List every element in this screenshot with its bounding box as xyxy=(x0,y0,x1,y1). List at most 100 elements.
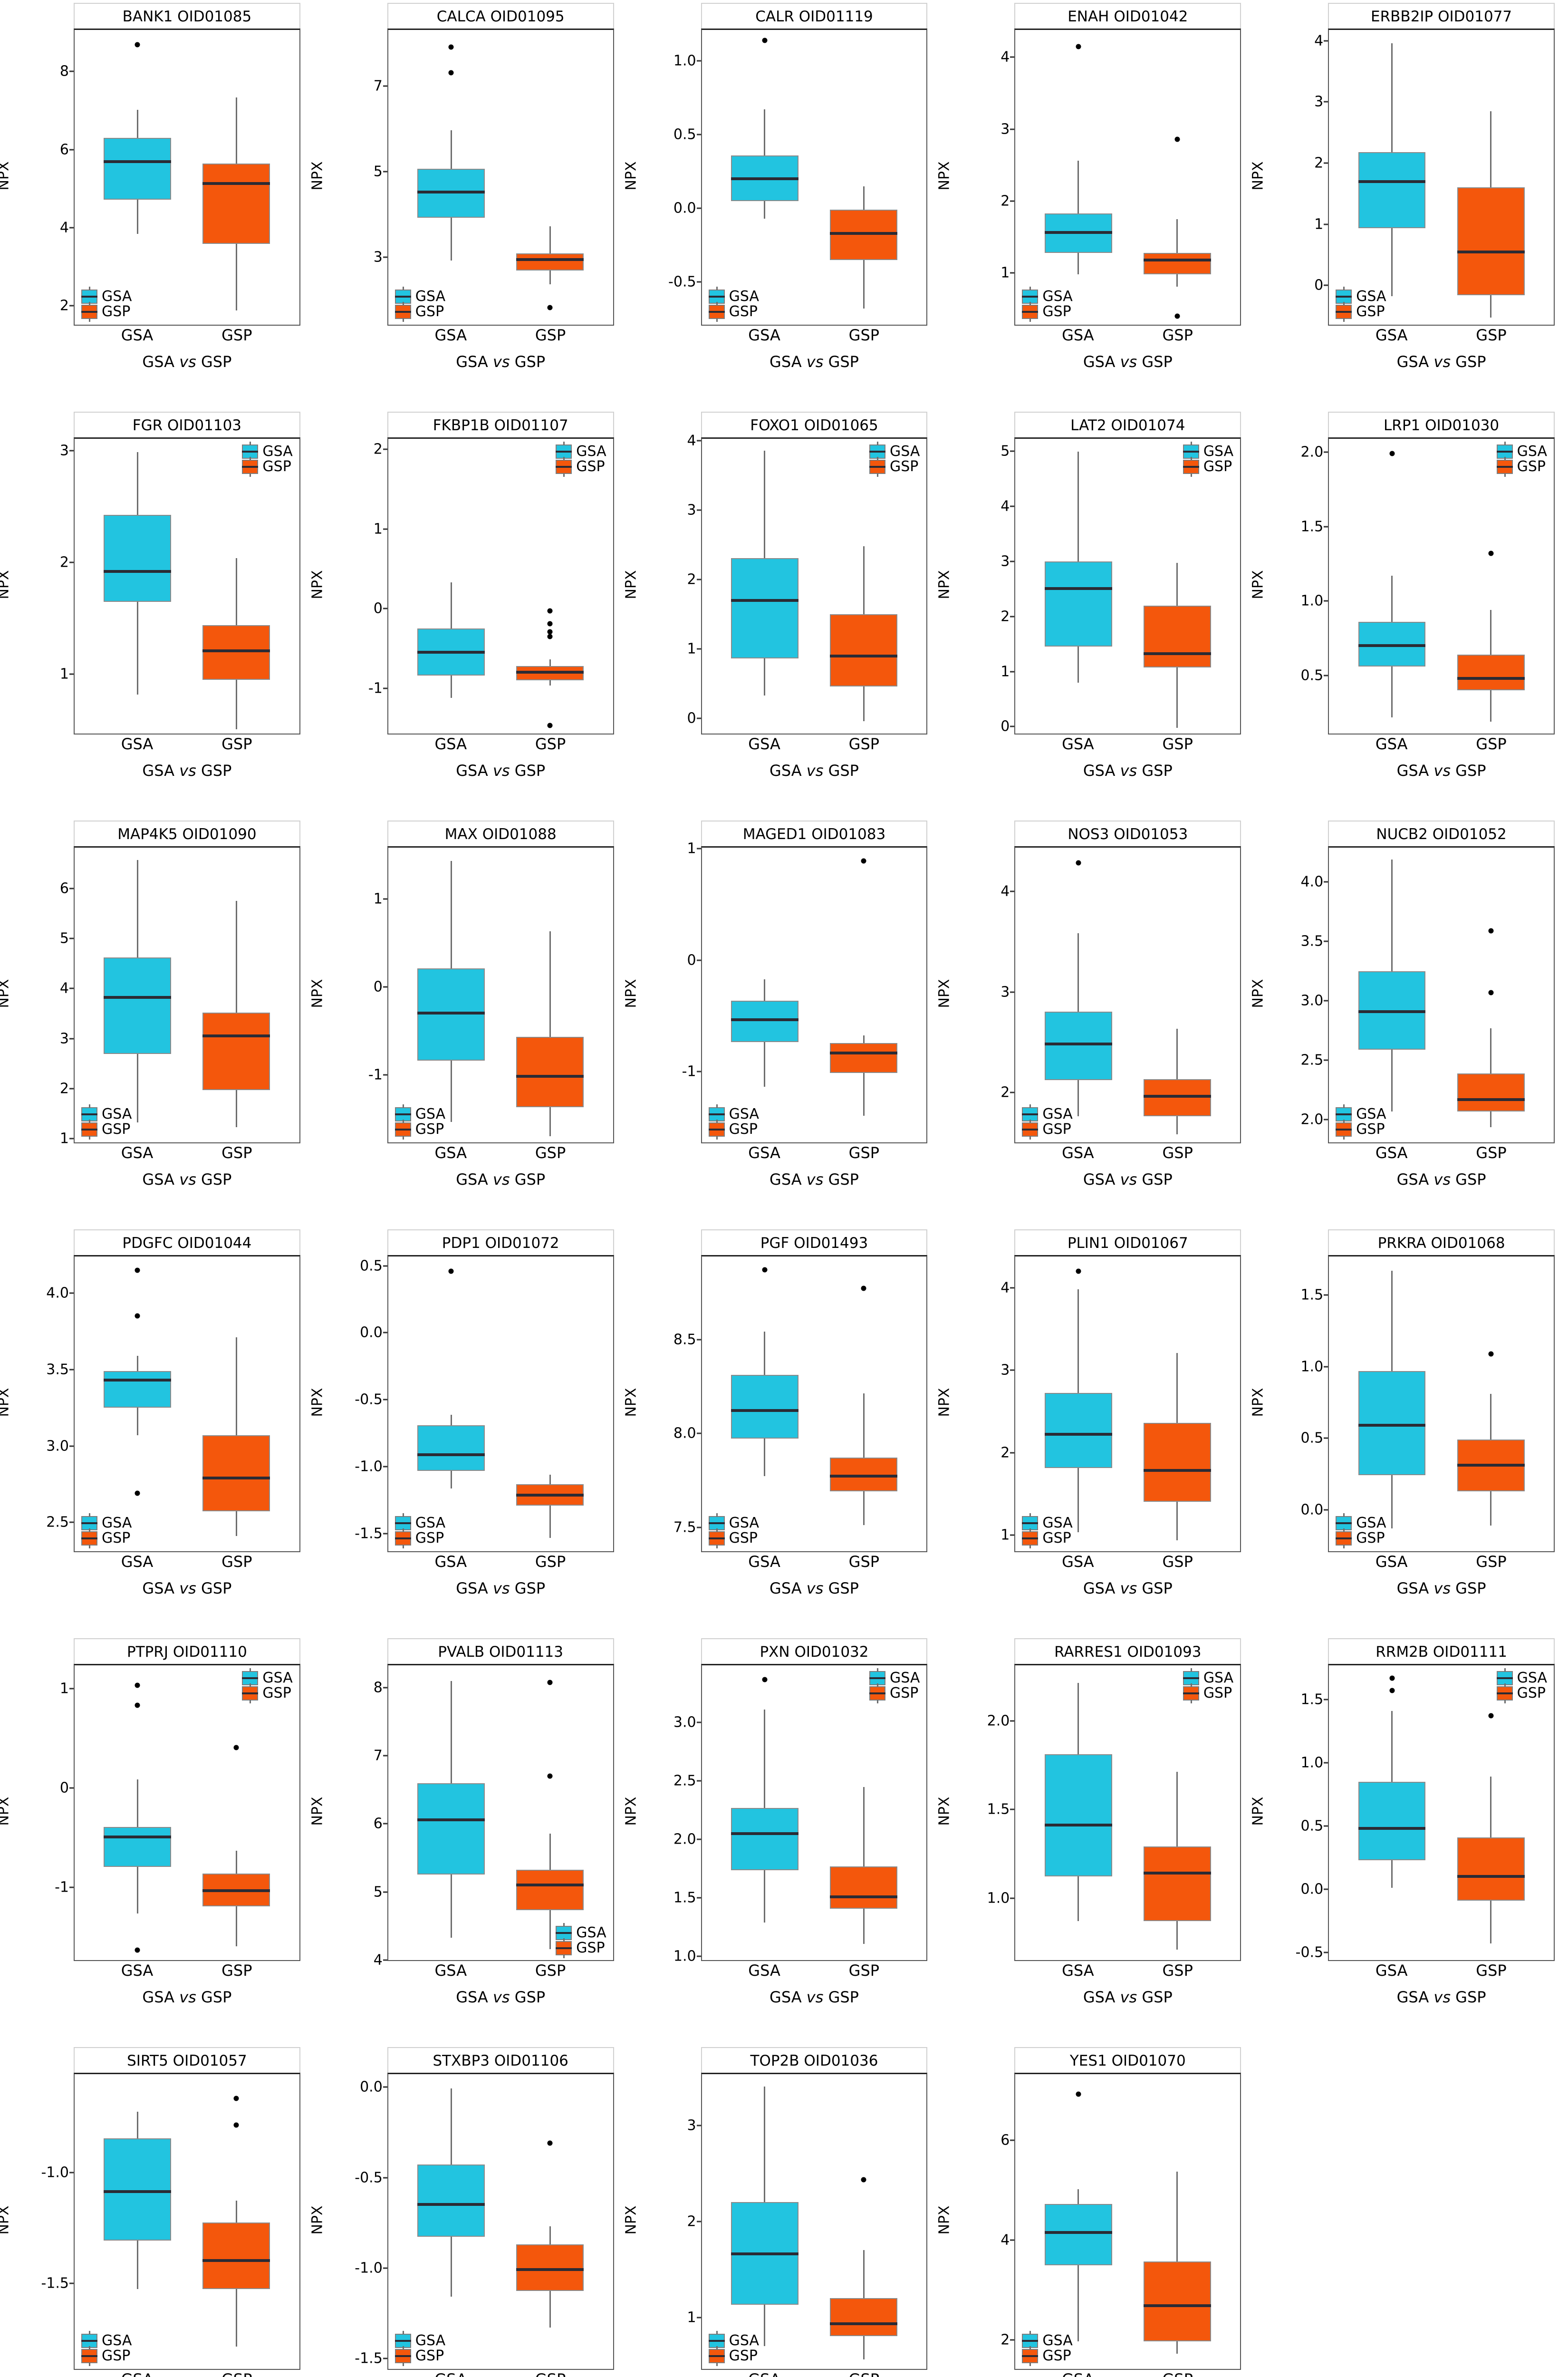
median-line xyxy=(104,1379,172,1382)
y-axis-tick-mark xyxy=(383,2177,387,2179)
boxplot-panel: ENAH OID01042 NPX 1 2 3 4 GSA GSP GSA GSP GSA vs G… xyxy=(936,0,1254,409)
legend-label: GSA xyxy=(729,1515,759,1531)
y-axis-tick-mark xyxy=(383,986,387,988)
y-axis-tick-label: 8.0 xyxy=(673,1425,696,1442)
y-axis-tick-mark xyxy=(1324,1888,1328,1890)
x-axis-title-left: GSA xyxy=(456,353,493,371)
outlier-point xyxy=(1488,928,1494,934)
y-axis-label: NPX xyxy=(309,2205,326,2235)
x-axis-title-vs: vs xyxy=(1120,1579,1137,1597)
x-axis-title-vs: vs xyxy=(492,762,510,780)
x-axis-title: GSA vs GSP xyxy=(74,1170,300,1188)
boxplot-panel: NOS3 OID01053 NPX 2 3 4 GSA GSP GSA GSP GSA vs GS… xyxy=(936,818,1254,1227)
y-axis-tick-mark xyxy=(69,1787,74,1789)
legend: GSA GSP xyxy=(556,1923,606,1958)
y-axis-label: NPX xyxy=(623,570,640,599)
legend-swatch-median xyxy=(81,1129,97,1131)
y-axis-tick-mark xyxy=(69,561,74,563)
outlier-point xyxy=(762,38,768,43)
x-axis-title-right: GSP xyxy=(823,762,859,780)
outlier-point xyxy=(135,1947,140,1953)
boxplot-panel: FGR OID01103 NPX 1 2 3 GSA GSP GSA GSP GSA vs GSP xyxy=(0,409,314,818)
y-axis-tick-mark xyxy=(696,1527,701,1528)
y-axis-tick-label: 3 xyxy=(687,502,696,519)
legend-label: GSP xyxy=(1356,1121,1385,1138)
legend-swatch-gsp xyxy=(1496,457,1513,477)
x-axis-title-left: GSA xyxy=(770,762,807,780)
legend-label: GSP xyxy=(262,458,291,475)
y-axis-tick-mark xyxy=(1324,223,1328,225)
boxplot-panel: FKBP1B OID01107 NPX -1 0 1 2 GSA GSP GSA GSP GSA v… xyxy=(309,409,627,818)
outlier-point xyxy=(547,634,553,639)
x-axis-title: GSA vs GSP xyxy=(387,1579,614,1597)
legend: GSA GSP xyxy=(242,1668,293,1703)
y-axis-tick-label: 3 xyxy=(1000,984,1010,1001)
y-axis-tick-label: 2.0 xyxy=(1300,1111,1324,1128)
plot-area: GSA GSP xyxy=(701,846,928,1143)
y-axis-tick-label: 6 xyxy=(59,880,69,897)
x-axis-title: GSA vs GSP xyxy=(74,353,300,371)
x-axis-title-left: GSA xyxy=(1083,353,1120,371)
y-axis-tick-label: 1.5 xyxy=(673,1889,696,1906)
panel-title: RARRES1 OID01093 xyxy=(1014,1638,1241,1665)
y-axis-tick-mark xyxy=(696,1780,701,1782)
x-axis-tick-label: GSA xyxy=(748,1962,780,1980)
legend-swatch-gsp xyxy=(708,302,725,322)
plot-area: GSA GSP xyxy=(1014,1255,1241,1552)
x-axis-tick-label: GSA xyxy=(1062,1553,1094,1571)
legend-label: GSP xyxy=(102,1530,131,1546)
x-axis-title-left: GSA xyxy=(142,1170,180,1188)
x-axis-tick-label: GSA xyxy=(748,1144,780,1162)
x-axis-title: GSA vs GSP xyxy=(387,762,614,780)
plot-area: GSA GSP xyxy=(701,437,928,734)
legend-label: GSP xyxy=(890,458,919,475)
x-axis-title-left: GSA xyxy=(1083,1579,1120,1597)
y-axis-tick-mark xyxy=(696,1721,701,1723)
x-axis-tick-label: GSP xyxy=(535,735,566,753)
box-gsa xyxy=(731,1000,798,1042)
legend-swatch-gsa xyxy=(556,442,572,462)
x-axis-title-vs: vs xyxy=(806,353,824,371)
y-axis-tick-label: 1 xyxy=(59,1680,69,1697)
legend: GSA GSP xyxy=(1022,2331,1073,2366)
x-axis-title-right: GSP xyxy=(1137,1988,1173,2006)
x-axis-title-vs: vs xyxy=(1433,762,1451,780)
x-axis-title-vs: vs xyxy=(806,1988,824,2006)
x-axis-tick-label: GSA xyxy=(435,2370,467,2377)
y-axis-tick-mark xyxy=(69,2172,74,2174)
legend-swatch-median xyxy=(556,1947,572,1949)
y-axis-tick-label: 2.5 xyxy=(46,1514,69,1531)
x-axis-tick-label: GSP xyxy=(848,1962,880,1980)
legend-label: GSP xyxy=(415,2348,444,2364)
legend-swatch-median xyxy=(556,1932,572,1934)
panel-title: YES1 OID01070 xyxy=(1014,2047,1241,2074)
y-axis-tick-label: 0 xyxy=(1000,718,1010,735)
y-axis-tick-mark xyxy=(69,1088,74,1090)
y-axis-tick-label: 3 xyxy=(59,1030,69,1047)
legend-item: GSP xyxy=(1183,457,1233,477)
y-axis-label: NPX xyxy=(309,979,326,1008)
outlier-point xyxy=(448,44,454,50)
outlier-point xyxy=(861,858,866,864)
y-axis-label: NPX xyxy=(623,2205,640,2235)
x-axis-tick-label: GSA xyxy=(748,2370,780,2377)
y-axis-tick-mark xyxy=(69,1369,74,1371)
y-axis-tick-mark xyxy=(69,673,74,675)
median-line xyxy=(202,1476,270,1479)
legend-label: GSA xyxy=(415,2332,446,2349)
boxplot-panel: PTPRJ OID01110 NPX -1 0 1 GSA GSP GSA GSP GSA vs … xyxy=(0,1635,314,2044)
x-axis-title-vs: vs xyxy=(179,1170,196,1188)
y-axis-tick-mark xyxy=(69,888,74,889)
legend-label: GSP xyxy=(415,1530,444,1546)
y-axis-tick-mark xyxy=(1010,1720,1015,1722)
whisker xyxy=(549,931,551,1137)
y-axis-tick-label: 6 xyxy=(59,141,69,158)
y-axis-tick-mark xyxy=(1010,505,1015,507)
panel-title: LAT2 OID01074 xyxy=(1014,412,1241,438)
